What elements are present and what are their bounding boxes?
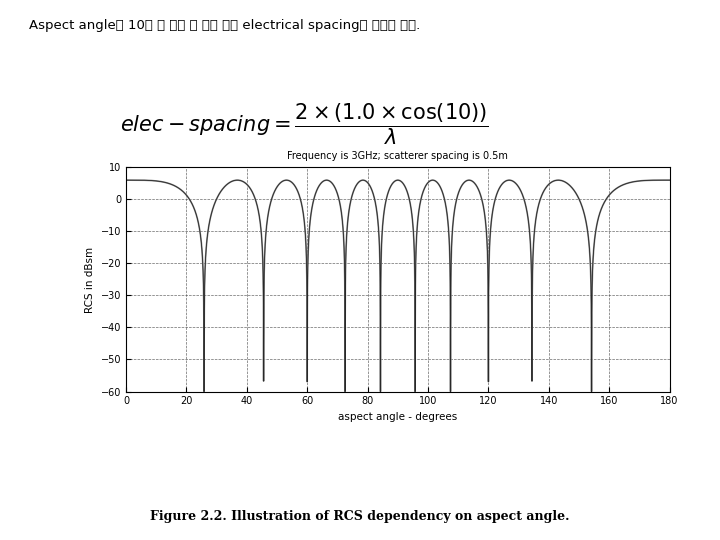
Text: Figure 2.2. Illustration of RCS dependency on aspect angle.: Figure 2.2. Illustration of RCS dependen… <box>150 510 570 523</box>
X-axis label: aspect angle - degrees: aspect angle - degrees <box>338 412 457 422</box>
Title: Frequency is 3GHz; scatterer spacing is 0.5m: Frequency is 3GHz; scatterer spacing is … <box>287 151 508 161</box>
Text: Aspect angle이 10도 일 경우 두 물체 간의 electrical spacing은 다음과 같다.: Aspect angle이 10도 일 경우 두 물체 간의 electrica… <box>29 19 420 32</box>
Y-axis label: RCS in dBsm: RCS in dBsm <box>85 246 95 313</box>
Text: $\mathit{elec}-\mathit{spacing} = \dfrac{2\times(1.0\times\cos(10))}{\lambda}$: $\mathit{elec}-\mathit{spacing} = \dfrac… <box>120 102 489 147</box>
